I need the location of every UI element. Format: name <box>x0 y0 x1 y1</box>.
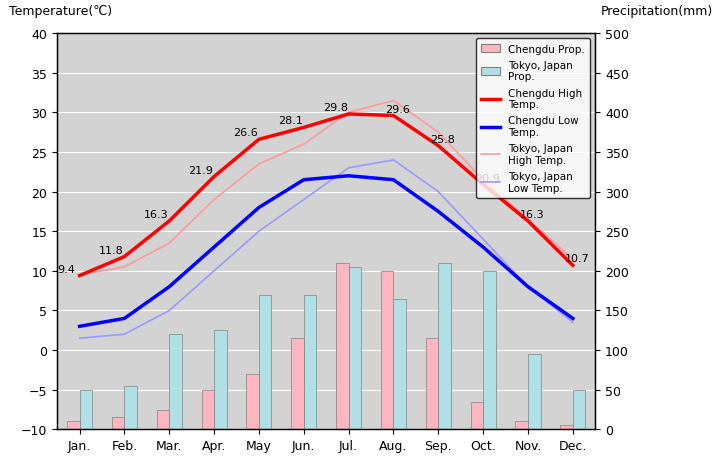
Bar <box>202 390 214 430</box>
Text: 16.3: 16.3 <box>520 209 545 219</box>
Text: 21.9: 21.9 <box>188 165 213 175</box>
Bar <box>336 263 348 430</box>
Text: 16.3: 16.3 <box>143 209 168 219</box>
Bar <box>246 374 259 430</box>
Text: 10.7: 10.7 <box>565 254 590 264</box>
Text: 26.6: 26.6 <box>233 128 258 138</box>
Bar <box>560 425 573 430</box>
Legend: Chengdu Prop., Tokyo, Japan
Prop., Chengdu High
Temp., Chengdu Low
Temp., Tokyo,: Chengdu Prop., Tokyo, Japan Prop., Cheng… <box>476 39 590 199</box>
Text: Temperature(℃): Temperature(℃) <box>9 5 112 18</box>
Bar <box>381 271 393 430</box>
Bar <box>291 338 304 430</box>
Bar <box>348 267 361 430</box>
Bar <box>426 338 438 430</box>
Bar <box>67 421 80 430</box>
Bar <box>80 390 92 430</box>
Bar <box>393 299 406 430</box>
Bar <box>483 271 495 430</box>
Text: 9.4: 9.4 <box>57 264 75 274</box>
Bar <box>516 421 528 430</box>
Text: 25.8: 25.8 <box>431 134 455 145</box>
Bar <box>112 418 125 430</box>
Text: Precipitation(mm): Precipitation(mm) <box>600 5 713 18</box>
Bar <box>259 295 271 430</box>
Bar <box>157 409 169 430</box>
Text: 20.9: 20.9 <box>475 173 500 183</box>
Bar <box>573 390 585 430</box>
Text: 28.1: 28.1 <box>278 116 303 126</box>
Bar <box>471 402 483 430</box>
Bar <box>169 335 182 430</box>
Text: 29.6: 29.6 <box>385 104 410 114</box>
Bar <box>304 295 316 430</box>
Text: 29.8: 29.8 <box>323 103 348 113</box>
Text: 11.8: 11.8 <box>99 245 123 255</box>
Bar <box>214 330 227 430</box>
Bar <box>125 386 137 430</box>
Bar <box>438 263 451 430</box>
Bar <box>528 354 541 430</box>
